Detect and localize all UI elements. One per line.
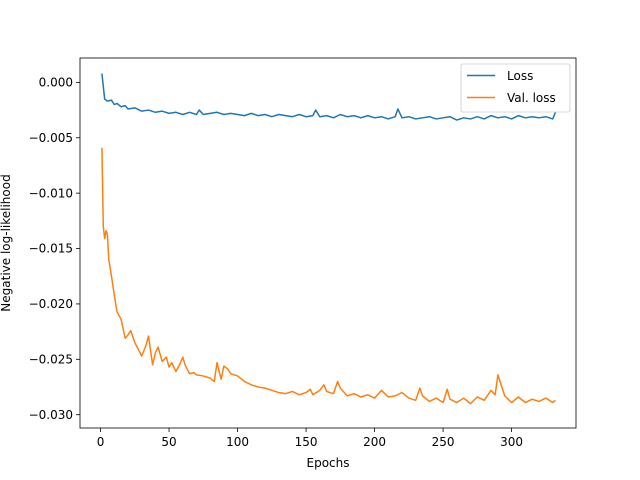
x-tick-label: 100	[226, 435, 249, 449]
x-tick-label: 300	[500, 435, 523, 449]
x-axis-label: Epochs	[307, 456, 350, 470]
y-tick-label: −0.010	[29, 186, 73, 200]
legend-label-loss: Loss	[507, 69, 533, 83]
y-tick-label: −0.020	[29, 297, 73, 311]
plot-area	[80, 58, 576, 428]
series-layer	[101, 73, 557, 405]
x-tick-label: 250	[432, 435, 455, 449]
series-line-loss	[101, 73, 557, 121]
y-tick-label: −0.015	[29, 242, 73, 256]
x-tick-label: 200	[363, 435, 386, 449]
y-tick-label: −0.025	[29, 353, 73, 367]
y-tick-label: 0.000	[39, 76, 73, 90]
x-tick-label: 150	[295, 435, 318, 449]
legend-label-val-loss: Val. loss	[507, 91, 556, 105]
x-axis-ticks: 0 50 100 150 200 250 300	[97, 428, 523, 449]
x-tick-label: 0	[97, 435, 105, 449]
legend: Loss Val. loss	[460, 63, 571, 113]
y-tick-label: −0.005	[29, 131, 73, 145]
y-axis-label: Negative log-likelihood	[0, 174, 13, 311]
plot-frame	[79, 57, 577, 429]
x-tick-label: 50	[161, 435, 176, 449]
y-tick-label: −0.030	[29, 408, 73, 422]
y-axis-ticks: 0.000 −0.005 −0.010 −0.015 −0.020 −0.025 −0.03…	[29, 76, 80, 422]
series-line-val-loss	[101, 147, 556, 405]
